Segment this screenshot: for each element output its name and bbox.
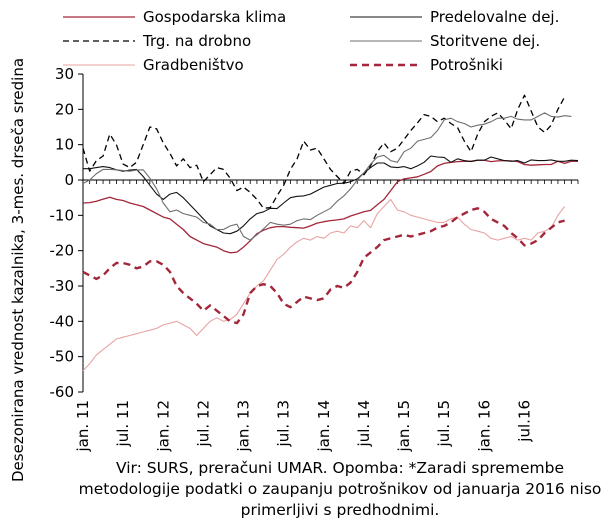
x-tick-label: jan. 13 (235, 400, 253, 453)
series-lines (82, 94, 579, 372)
series-line-4 (82, 112, 572, 241)
legend-label-2: Predelovalne dej. (430, 8, 559, 26)
y-tick-label: -30 (50, 277, 75, 295)
series-line-6 (82, 207, 565, 325)
series-line-3 (82, 94, 566, 209)
series-line-2 (83, 155, 579, 235)
x-tick-label: jan. 11 (74, 400, 92, 453)
x-tick-label: jan. 16 (475, 400, 493, 453)
series-line-1 (82, 159, 578, 254)
x-tick-label: jan. 15 (395, 400, 413, 453)
legend-label-3: Trg. na drobno (142, 32, 251, 50)
x-tick-label: jul. 11 (114, 400, 132, 447)
legend: Gospodarska klima Predelovalne dej. Trg. n… (63, 8, 559, 74)
y-tick-label: -50 (50, 348, 75, 366)
legend-label-6: Potrošniki (430, 56, 503, 74)
y-tick-label: 10 (55, 136, 74, 154)
y-tick-label: -40 (50, 312, 75, 330)
y-axis-label: Desezonirana vrednost kazalnika, 3-mes. … (9, 58, 27, 482)
x-tick-label: jul. 12 (194, 400, 212, 447)
y-tick-label: 0 (64, 171, 74, 189)
x-tick-label: jan. 12 (154, 400, 172, 453)
x-tick-label: jul. 15 (435, 400, 453, 447)
y-tick-label: -60 (50, 383, 75, 401)
y-tick-label: 30 (55, 65, 74, 83)
y-tick-label: -10 (50, 206, 75, 224)
series-line-5 (82, 198, 566, 372)
x-tick-label: jan. 14 (315, 400, 333, 453)
legend-label-4: Storitvene dej. (430, 32, 540, 50)
y-tick-label: 20 (55, 100, 74, 118)
y-tick-label: -20 (50, 242, 75, 260)
source-note: Vir: SURS, preračuni UMAR. Opomba: *Zara… (78, 459, 602, 519)
x-axis: jan. 11 jul. 11 jan. 12 jul. 12 jan. 13 jul. … (74, 179, 579, 453)
legend-label-1: Gospodarska klima (143, 8, 286, 26)
x-tick-label: jul. 14 (355, 400, 373, 447)
legend-label-5: Gradbeništvo (143, 56, 244, 74)
x-tick-label: jul. 13 (275, 400, 293, 447)
y-axis: 30 20 10 0 -10 -20 -30 -40 -50 -60 (50, 65, 84, 401)
x-tick-label: jul.16 (515, 400, 533, 443)
